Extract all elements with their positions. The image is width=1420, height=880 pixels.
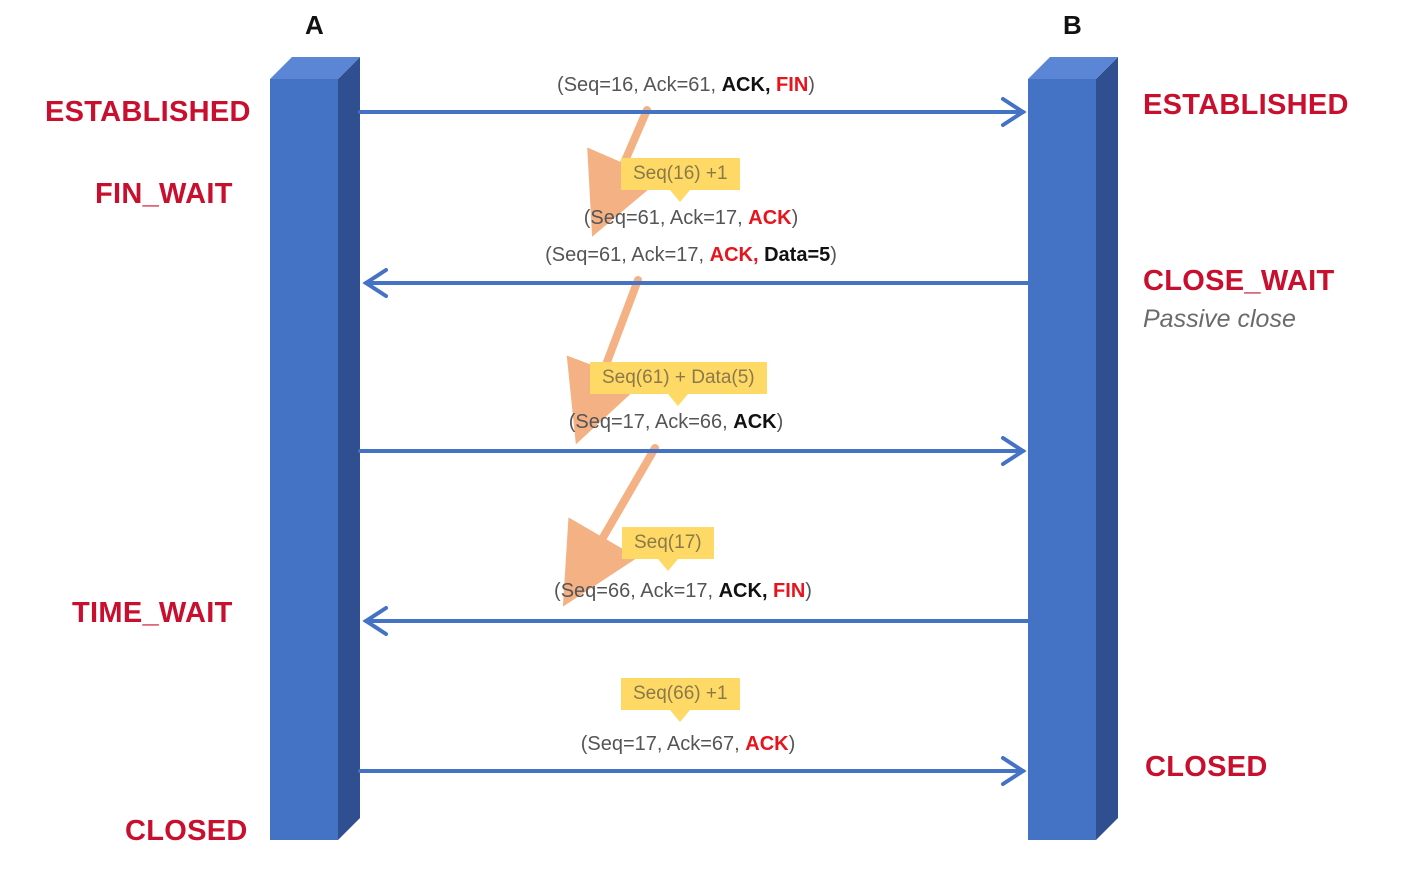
host-a-label: A [305, 10, 324, 40]
message-arrow-4 [362, 606, 1030, 636]
calc-box-3: Seq(17) [622, 527, 714, 571]
state-b-close-wait: CLOSE_WAIT [1143, 265, 1335, 297]
message-label-3: (Seq=61, Ack=17, ACK, Data=5) [545, 244, 837, 266]
state-a-closed: CLOSED [125, 815, 248, 847]
state-a-fin-wait: FIN_WAIT [95, 178, 233, 210]
host-b-lifeline [1028, 57, 1118, 840]
message-arrow-1 [358, 97, 1027, 127]
state-b-established: ESTABLISHED [1143, 89, 1349, 121]
state-a-established: ESTABLISHED [45, 96, 251, 128]
host-b-label: B [1063, 10, 1082, 40]
message-label-1: (Seq=16, Ack=61, ACK, FIN) [557, 74, 815, 96]
message-arrow-3 [358, 436, 1027, 466]
derive-arrow-1 [587, 106, 661, 237]
state-a-time-wait: TIME_WAIT [72, 597, 233, 629]
state-b-passive-close-note: Passive close [1143, 305, 1296, 333]
host-a-lifeline [270, 57, 360, 840]
calc-box-1: Seq(16) +1 [621, 158, 740, 202]
calc-box-4: Seq(66) +1 [621, 678, 740, 722]
message-label-4: (Seq=17, Ack=66, ACK) [568, 411, 784, 433]
message-label-5: (Seq=66, Ack=17, ACK, FIN) [554, 580, 812, 602]
message-arrow-5 [358, 756, 1027, 786]
message-arrow-2 [362, 268, 1030, 298]
derive-arrow-3 [562, 444, 659, 607]
message-label-2: (Seq=61, Ack=17, ACK) [583, 207, 799, 229]
state-b-closed: CLOSED [1145, 751, 1268, 783]
message-label-6: (Seq=17, Ack=67, ACK) [580, 733, 796, 755]
calc-box-2: Seq(61) + Data(5) [590, 362, 767, 406]
